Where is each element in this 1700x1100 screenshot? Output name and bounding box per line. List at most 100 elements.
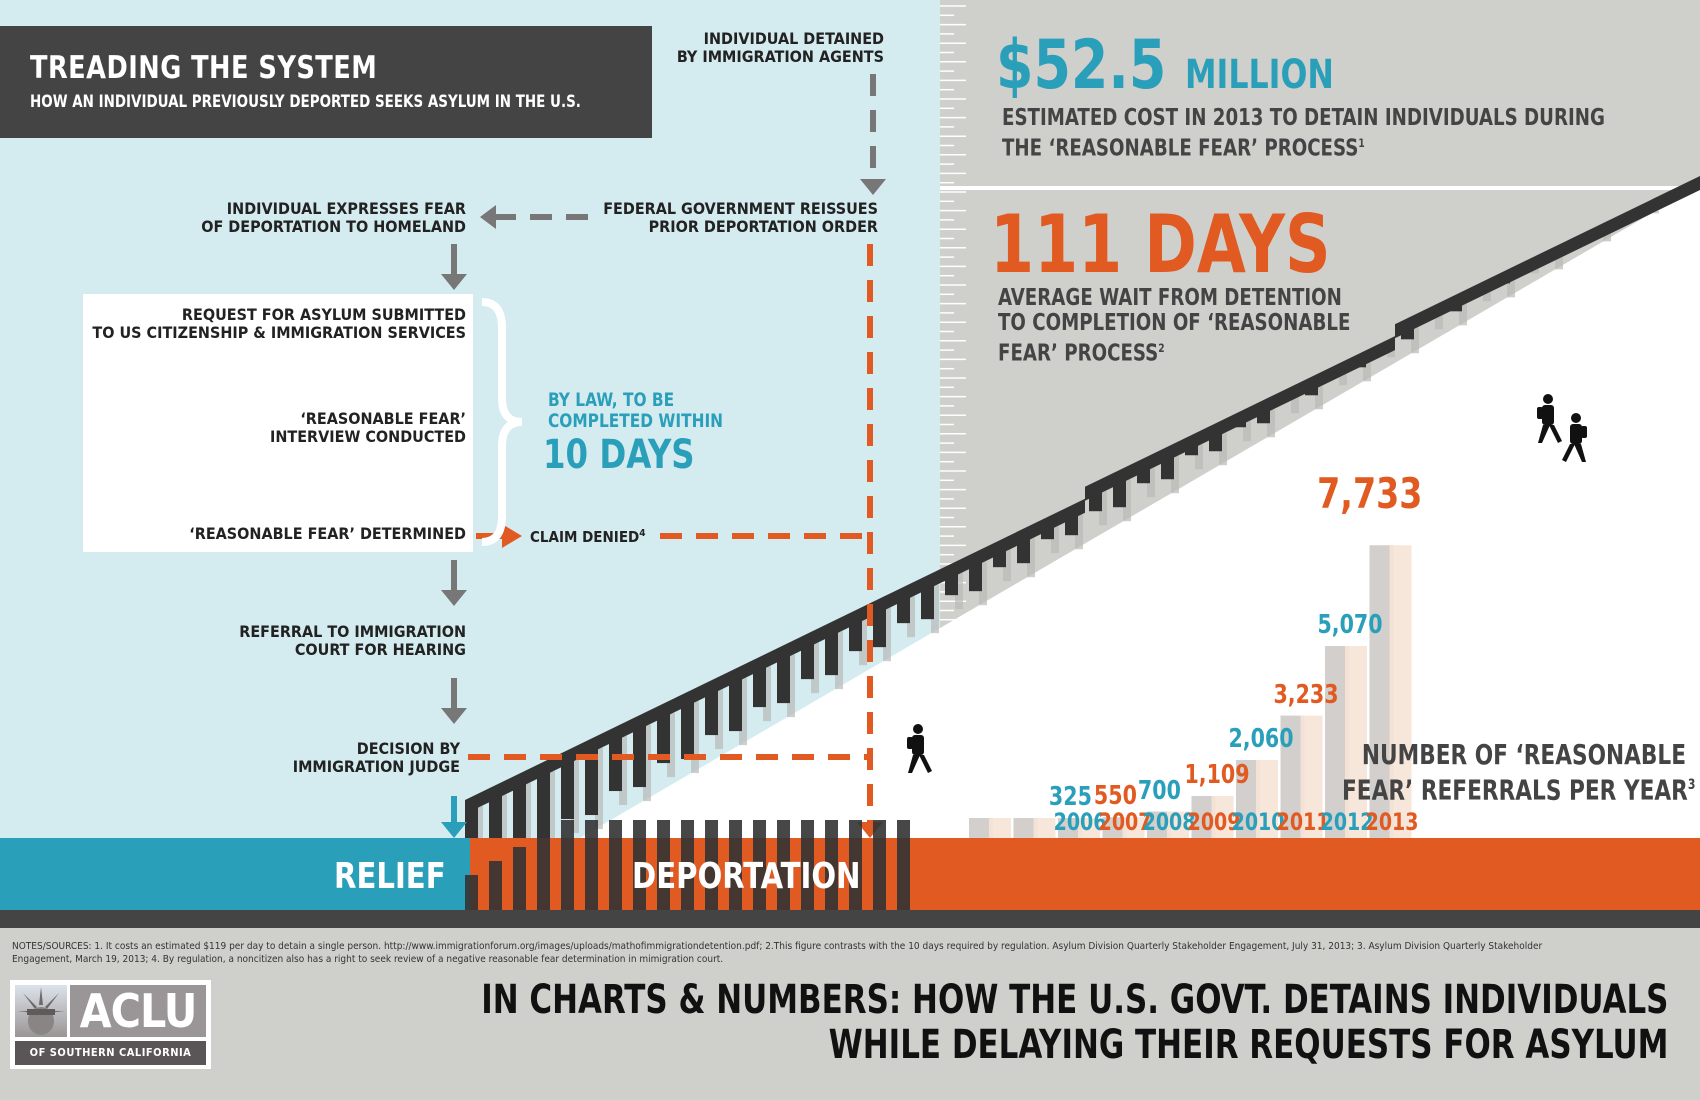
fence-post xyxy=(657,706,670,764)
days-stat: 111 DAYS xyxy=(990,198,1331,291)
walking-person-icon xyxy=(1562,413,1587,462)
fence-post-shadow xyxy=(883,607,891,662)
fence-rail xyxy=(465,498,1085,814)
fence-post-base xyxy=(561,820,574,920)
chart-title: NUMBER OF ‘REASONABLE FEAR’ REFERRALS PER… xyxy=(1342,740,1695,805)
step-interview: ‘REASONABLE FEAR’ INTERVIEW CONDUCTED xyxy=(270,410,466,446)
fence-post-shadow xyxy=(1219,432,1227,466)
fence-post xyxy=(729,671,742,732)
fence-post-base xyxy=(657,820,670,920)
chart-title-text: NUMBER OF ‘REASONABLE FEAR’ REFERRALS PER… xyxy=(1342,740,1695,805)
fence-post xyxy=(585,741,598,816)
deportation-label: DEPORTATION xyxy=(632,856,861,897)
bar-value-label: 5,070 xyxy=(1317,610,1383,641)
footnote-ref: 2 xyxy=(1158,341,1165,355)
fence-post-base xyxy=(585,820,598,920)
bar-value-label: 2,060 xyxy=(1228,724,1294,754)
law-note: BY LAW, TO BE COMPLETED WITHIN xyxy=(548,390,723,432)
fence-post-base xyxy=(465,875,478,920)
fence-posts xyxy=(465,176,1700,875)
fence-post-shadow xyxy=(763,666,771,722)
fence-post-shadow xyxy=(1003,549,1011,582)
fence-post-shadow xyxy=(1051,526,1059,554)
footnote-ref: 1 xyxy=(1358,136,1365,150)
chart-bar-shadow xyxy=(989,818,1011,838)
fence-post xyxy=(513,776,526,848)
bar-value-label: 3,233 xyxy=(1272,679,1339,710)
fence-post-base xyxy=(681,820,694,920)
fence-post-shadow xyxy=(691,701,699,774)
step-decision-line2: IMMIGRATION JUDGE xyxy=(292,757,460,776)
chart-bar-shadow xyxy=(1078,818,1100,838)
fence-post-shadow xyxy=(1435,315,1443,330)
fence-post xyxy=(537,765,550,844)
days-desc-line1: AVERAGE WAIT FROM DETENTION xyxy=(998,285,1342,311)
step-asylum-request: REQUEST FOR ASYLUM SUBMITTED TO US CITIZ… xyxy=(92,306,466,342)
claim-denied-label: CLAIM DENIED4 xyxy=(530,528,646,546)
fence-post-shadow xyxy=(667,712,675,778)
bar-value-label: 325 xyxy=(1048,782,1092,812)
fence-post xyxy=(561,753,574,820)
chart-bar xyxy=(1102,817,1127,838)
fence-post-base xyxy=(633,820,646,920)
fence-post-shadow xyxy=(643,724,651,802)
bar-year-label: 2010 xyxy=(1231,808,1285,836)
fence-post-base xyxy=(873,820,886,920)
brace-icon xyxy=(481,298,523,546)
step-express-fear-line1: INDIVIDUAL EXPRESSES FEAR xyxy=(226,199,466,218)
fence-post xyxy=(609,730,622,792)
fence-post-shadow xyxy=(1507,280,1515,298)
chart-bar-shadow xyxy=(1122,817,1145,838)
step-interview-line1: ‘REASONABLE FEAR’ xyxy=(300,409,466,428)
law-note-line1: BY LAW, TO BE xyxy=(548,389,675,411)
fence-post-shadow xyxy=(979,561,987,606)
fence-post-shadow xyxy=(1099,490,1107,526)
chart-bar-shadow xyxy=(1167,811,1189,838)
fence-post xyxy=(825,625,838,676)
arrow-fear-to-request-head xyxy=(441,274,467,290)
fence-post-shadow xyxy=(859,619,867,666)
cost-unit: MILLION xyxy=(1185,52,1334,98)
fence-post-shadow xyxy=(907,596,915,638)
fence-post-shadow xyxy=(835,631,843,690)
fence-post-base xyxy=(753,820,766,920)
fence-post-shadow xyxy=(931,584,939,634)
aclu-logo[interactable]: ACLU OF SOUTHERN CALIFORNIA xyxy=(10,980,211,1069)
fence-post-shadow xyxy=(1195,444,1203,470)
fence-post-base xyxy=(609,820,622,920)
fence-post-shadow xyxy=(595,747,603,830)
fence-post-shadow xyxy=(1651,210,1659,214)
days-desc-line2: TO COMPLETION OF ‘REASONABLE xyxy=(998,310,1351,336)
walking-person-icon xyxy=(1537,394,1562,443)
bar-value-label: 1,109 xyxy=(1183,760,1250,791)
fence-post-shadow xyxy=(787,654,795,718)
fence-post-shadow xyxy=(955,572,963,610)
chart-bar-shadow xyxy=(1300,715,1323,838)
arrow-determined-to-denied-head xyxy=(502,524,522,548)
step-asylum-request-line2: TO US CITIZENSHIP & IMMIGRATION SERVICES xyxy=(92,323,466,342)
fence-post-base xyxy=(705,820,718,920)
notes-line1: NOTES/SOURCES: 1. It costs an estimated … xyxy=(12,941,1543,952)
fence-base xyxy=(465,820,910,920)
fence-post-shadow xyxy=(1531,268,1539,274)
fence-post-shadow xyxy=(547,771,555,858)
bar-year-label: 2012 xyxy=(1320,808,1374,836)
deportation-band xyxy=(470,838,1700,910)
chart-bar-shadow xyxy=(1256,760,1278,838)
law-note-line2: COMPLETED WITHIN xyxy=(548,410,724,432)
step-reissue-line2: PRIOR DEPORTATION ORDER xyxy=(648,217,878,236)
fence-post-shadow xyxy=(1387,350,1395,358)
chart-bars xyxy=(969,545,1412,838)
chart-bar xyxy=(1013,818,1038,838)
fence-post xyxy=(777,648,790,704)
fence-post-shadow xyxy=(715,689,723,750)
bar-year-label: 2009 xyxy=(1187,808,1240,836)
logo-name: ACLU xyxy=(70,985,206,1037)
fence-post-shadow xyxy=(1267,409,1275,438)
notes-sources: NOTES/SOURCES: 1. It costs an estimated … xyxy=(12,940,1692,966)
fence-post xyxy=(633,718,646,788)
step-referral: REFERRAL TO IMMIGRATION COURT FOR HEARIN… xyxy=(239,623,466,659)
statue-of-liberty-icon xyxy=(15,985,67,1037)
headline-line1: IN CHARTS & NUMBERS: HOW THE U.S. GOVT. … xyxy=(480,977,1668,1023)
chart-bar-shadow xyxy=(1033,818,1056,838)
